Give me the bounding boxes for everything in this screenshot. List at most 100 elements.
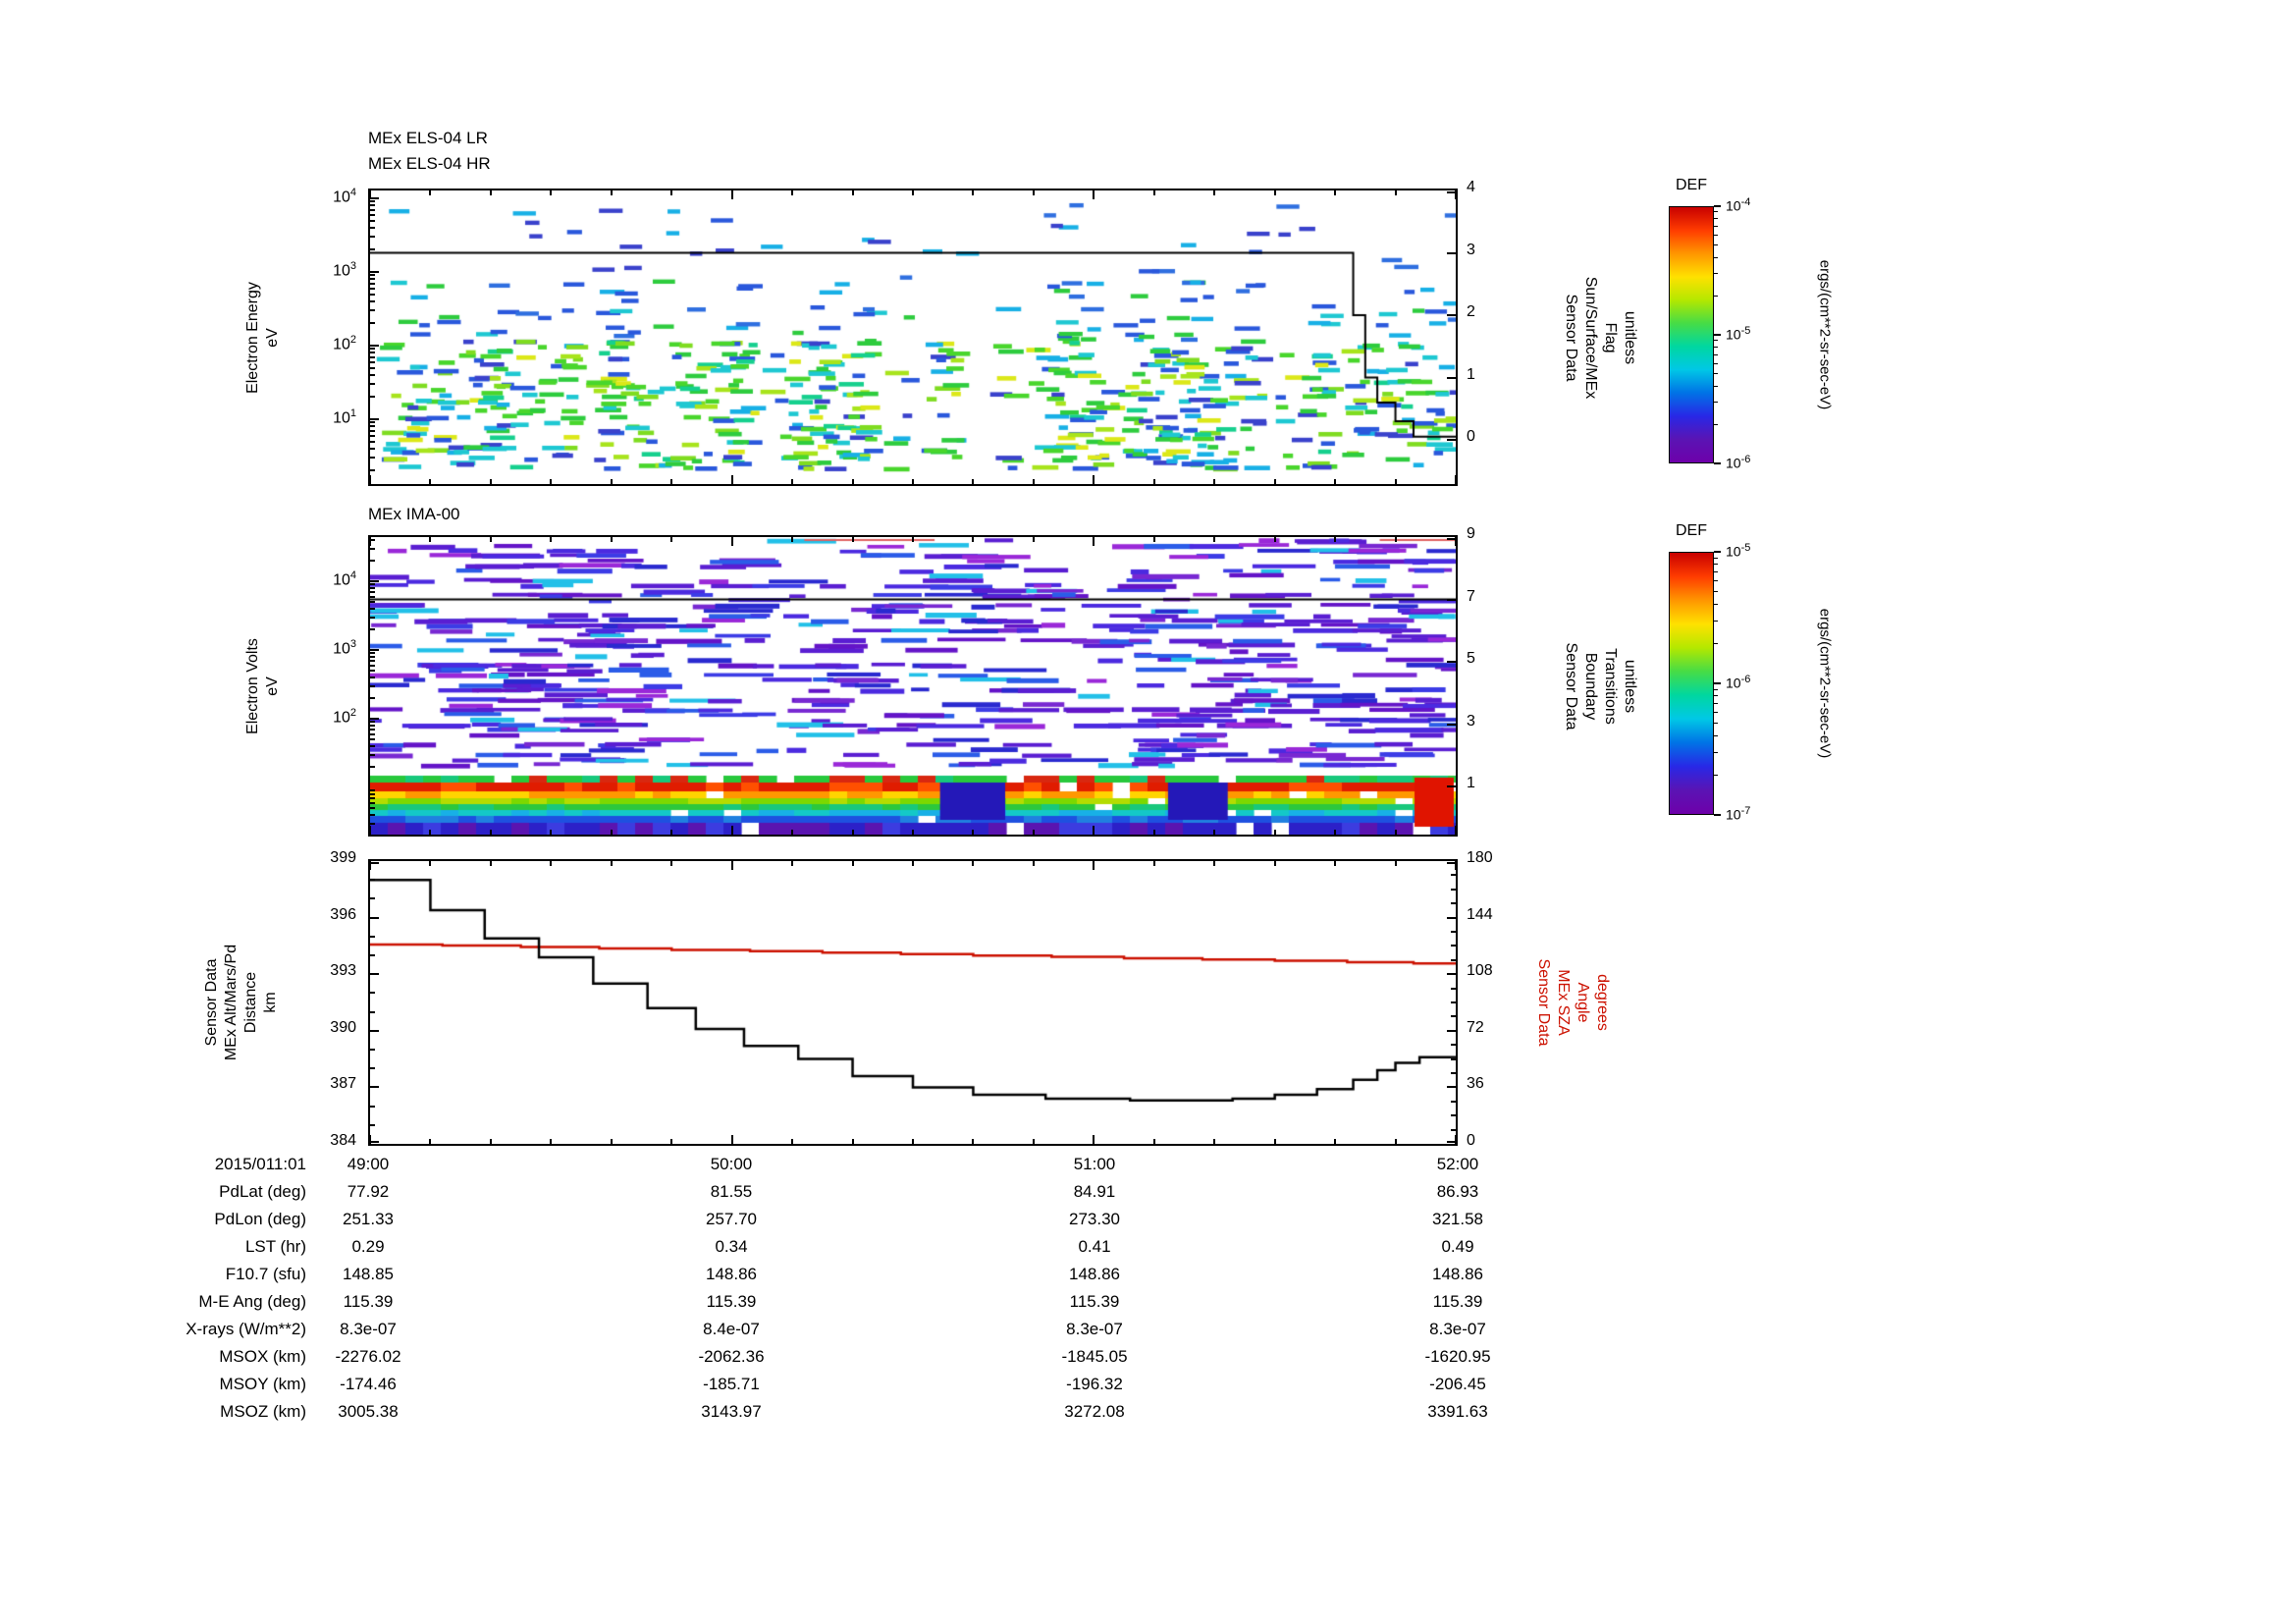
x-minor-tick <box>851 861 854 866</box>
x-minor-tick <box>1394 190 1397 195</box>
row-value: -2276.02 <box>335 1347 401 1366</box>
x-minor-tick <box>610 861 613 866</box>
row-value: 8.3e-07 <box>1066 1320 1123 1338</box>
row-label: X-rays (W/m**2) <box>186 1320 306 1338</box>
colorbar-minor-tick <box>1714 643 1718 645</box>
y-minor-tick <box>370 421 375 424</box>
y-minor-tick <box>1451 1100 1456 1103</box>
x-minor-tick <box>670 830 673 835</box>
y-tick-label: 5 <box>1467 650 1475 668</box>
x-minor-tick <box>489 479 492 484</box>
colorbar-minor-tick <box>1714 603 1718 605</box>
y-minor-tick <box>1451 1057 1456 1060</box>
y-minor-tick <box>1451 1044 1456 1047</box>
x-minor-tick <box>851 1139 854 1144</box>
x-major-tick <box>369 475 371 484</box>
colorbar-title-els: DEF <box>1676 177 1707 193</box>
x-minor-tick <box>791 537 794 542</box>
row-value: 8.4e-07 <box>703 1320 760 1338</box>
x-minor-tick <box>1213 861 1216 866</box>
colorbar-tick-label: 10-4 <box>1726 196 1751 214</box>
row-value: -2062.36 <box>698 1347 765 1366</box>
y-minor-tick <box>1451 1001 1456 1003</box>
y-minor-tick <box>1451 1072 1456 1074</box>
y-minor-tick <box>370 583 375 586</box>
x-major-tick <box>730 826 733 835</box>
y-tick-label: 103 <box>333 260 356 280</box>
x-minor-tick <box>1394 861 1397 866</box>
x-major-tick <box>369 190 371 199</box>
row-value: -1845.05 <box>1061 1347 1128 1366</box>
x-major-tick <box>1455 475 1457 484</box>
x-minor-tick <box>1273 1139 1276 1144</box>
y-minor-tick <box>370 792 375 795</box>
colorbar-tick-label: 10-6 <box>1726 454 1751 471</box>
row-label: M-E Ang (deg) <box>198 1292 306 1311</box>
y-minor-tick <box>370 879 375 882</box>
x-major-tick <box>1455 826 1457 835</box>
colorbar-title-ima: DEF <box>1676 522 1707 539</box>
y-minor-tick <box>370 429 375 432</box>
x-minor-tick <box>912 1139 914 1144</box>
colorbar-minor-tick <box>1714 712 1718 714</box>
x-tick-label: 49:00 <box>347 1155 390 1173</box>
y-minor-tick <box>370 801 375 804</box>
x-tick-label: 51:00 <box>1073 1155 1116 1173</box>
y-minor-tick <box>370 322 375 325</box>
x-minor-tick <box>912 830 914 835</box>
y-tick <box>1447 598 1456 601</box>
row-value: 86.93 <box>1436 1182 1479 1201</box>
x-minor-tick <box>670 479 673 484</box>
colorbar-tick <box>1714 814 1721 816</box>
y-tick-label: 36 <box>1467 1075 1484 1093</box>
y-minor-tick <box>370 1105 375 1108</box>
y-minor-tick <box>370 457 375 460</box>
row-label: MSOX (km) <box>219 1347 306 1366</box>
x-minor-tick <box>851 479 854 484</box>
colorbar-minor-tick <box>1714 590 1718 592</box>
row-value: 3391.63 <box>1427 1402 1488 1421</box>
y-tick-label: 390 <box>330 1018 356 1036</box>
y-minor-tick <box>370 309 375 312</box>
ima-y-axis-label: Electron Volts eV <box>244 637 281 734</box>
y-minor-tick <box>370 652 375 655</box>
y-tick-label: 9 <box>1467 525 1475 542</box>
x-major-tick <box>1093 1135 1095 1144</box>
colorbar-minor-tick <box>1714 372 1718 374</box>
y-tick <box>1447 661 1456 664</box>
x-minor-tick <box>429 830 432 835</box>
y-minor-tick <box>370 219 375 222</box>
ima-spectrogram-panel <box>368 535 1458 837</box>
colorbar-minor-tick <box>1714 353 1718 355</box>
y-minor-tick <box>370 204 375 207</box>
row-value: 77.92 <box>347 1182 390 1201</box>
row-value: 3005.38 <box>338 1402 399 1421</box>
row-label: PdLon (deg) <box>214 1210 306 1228</box>
colorbar-tick-label: 10-7 <box>1726 805 1751 823</box>
y-tick <box>370 1141 379 1143</box>
x-minor-tick <box>1273 861 1276 866</box>
y-tick <box>1447 785 1456 788</box>
y-minor-tick <box>370 293 375 296</box>
x-major-tick <box>369 861 371 870</box>
x-minor-tick <box>972 861 975 866</box>
row-value: 8.3e-07 <box>340 1320 397 1338</box>
x-minor-tick <box>550 190 553 195</box>
x-minor-tick <box>1334 479 1337 484</box>
y-tick <box>1447 1086 1456 1089</box>
colorbar-minor-tick <box>1714 751 1718 753</box>
colorbar-minor-tick <box>1714 564 1718 566</box>
x-minor-tick <box>1213 479 1216 484</box>
y-minor-tick <box>370 724 375 727</box>
row-value: -206.45 <box>1429 1375 1486 1393</box>
row-value: -1620.95 <box>1424 1347 1491 1366</box>
x-minor-tick <box>1032 1139 1035 1144</box>
y-minor-tick <box>370 627 375 630</box>
row-value: 321.58 <box>1432 1210 1483 1228</box>
colorbar-unit-label: ergs/(cm**2-sr-sec-eV) <box>1816 259 1834 410</box>
els-right-axis-label: unitless Flag Sun/Surface/MEx Sensor Data <box>1563 276 1638 399</box>
y-minor-tick <box>370 676 375 678</box>
colorbar-minor-tick <box>1714 225 1718 227</box>
x-major-tick <box>1093 475 1095 484</box>
